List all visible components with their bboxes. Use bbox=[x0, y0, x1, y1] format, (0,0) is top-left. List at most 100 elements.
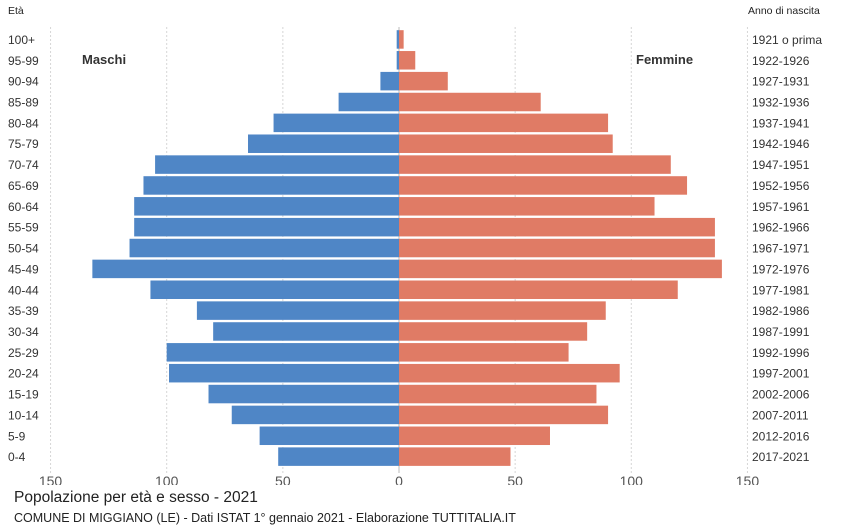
age-category-label: 30-34 bbox=[8, 325, 39, 339]
chart-subtitle: COMUNE DI MIGGIANO (LE) - Dati ISTAT 1° … bbox=[14, 511, 516, 525]
x-tick-label: 150 bbox=[39, 473, 63, 485]
age-category-label: 40-44 bbox=[8, 283, 39, 297]
bar-femmine bbox=[399, 301, 606, 320]
age-category-label: 85-89 bbox=[8, 96, 39, 110]
bar-femmine bbox=[399, 426, 550, 446]
age-category-label: 5-9 bbox=[8, 429, 26, 443]
birth-year-label: 1942-1946 bbox=[752, 137, 810, 151]
birth-year-label: 2012-2016 bbox=[752, 429, 810, 443]
age-category-label: 0-4 bbox=[8, 450, 26, 464]
birth-year-label: 1932-1936 bbox=[752, 96, 810, 110]
age-category-label: 70-74 bbox=[8, 158, 39, 172]
series-label-maschi: Maschi bbox=[82, 52, 126, 67]
bar-maschi bbox=[134, 197, 400, 216]
bar-femmine bbox=[399, 217, 715, 237]
age-category-label: 25-29 bbox=[8, 346, 39, 360]
age-category-label: 100+ bbox=[8, 33, 35, 47]
bar-maschi bbox=[380, 71, 399, 91]
bar-femmine bbox=[399, 322, 588, 341]
bar-maschi bbox=[143, 176, 399, 195]
bar-maschi bbox=[150, 280, 399, 299]
bar-femmine bbox=[399, 134, 613, 153]
bar-femmine bbox=[399, 176, 688, 195]
x-tick-label: 0 bbox=[395, 473, 403, 485]
age-category-label: 60-64 bbox=[8, 200, 39, 214]
x-tick-label: 150 bbox=[736, 473, 760, 485]
bar-femmine bbox=[399, 155, 671, 174]
bar-femmine bbox=[399, 197, 655, 216]
age-category-label: 35-39 bbox=[8, 304, 39, 318]
age-category-label: 10-14 bbox=[8, 408, 39, 422]
birth-year-label: 1992-1996 bbox=[752, 346, 810, 360]
birth-year-label: 1997-2001 bbox=[752, 367, 810, 381]
bar-femmine bbox=[399, 259, 722, 279]
birth-year-label: 1947-1951 bbox=[752, 158, 810, 172]
age-category-label: 20-24 bbox=[8, 367, 39, 381]
bar-maschi bbox=[169, 363, 399, 383]
age-category-label: 65-69 bbox=[8, 179, 39, 193]
birth-year-label: 1972-1976 bbox=[752, 262, 810, 276]
age-category-label: 90-94 bbox=[8, 75, 39, 89]
age-category-label: 55-59 bbox=[8, 221, 39, 235]
bar-femmine bbox=[399, 113, 609, 133]
bar-femmine bbox=[399, 280, 678, 299]
bar-femmine bbox=[399, 238, 715, 258]
bar-maschi bbox=[196, 301, 399, 320]
bar-maschi bbox=[208, 384, 399, 404]
bar-maschi bbox=[231, 405, 399, 425]
birth-year-label: 1927-1931 bbox=[752, 75, 810, 89]
birth-year-label: 1982-1986 bbox=[752, 304, 810, 318]
birth-year-label: 1922-1926 bbox=[752, 54, 810, 68]
birth-year-label: 1921 o prima bbox=[752, 33, 822, 47]
age-category-label: 50-54 bbox=[8, 242, 39, 256]
bar-maschi bbox=[338, 92, 399, 112]
bar-femmine bbox=[399, 92, 541, 112]
bar-maschi bbox=[166, 343, 399, 362]
birth-year-label: 1952-1956 bbox=[752, 179, 810, 193]
birth-year-label: 1962-1966 bbox=[752, 221, 810, 235]
bar-maschi bbox=[155, 155, 399, 174]
bar-femmine bbox=[399, 71, 448, 91]
bar-maschi bbox=[396, 51, 399, 70]
bar-maschi bbox=[92, 259, 399, 279]
bar-femmine bbox=[399, 405, 609, 425]
age-category-label: 45-49 bbox=[8, 262, 39, 276]
birth-year-label: 1977-1981 bbox=[752, 283, 810, 297]
age-category-label: 80-84 bbox=[8, 116, 39, 130]
x-tick-label: 50 bbox=[507, 473, 523, 485]
bar-femmine bbox=[399, 343, 569, 362]
birth-year-label: 2002-2006 bbox=[752, 388, 810, 402]
birth-year-label: 1937-1941 bbox=[752, 116, 810, 130]
birth-year-label: 1957-1961 bbox=[752, 200, 810, 214]
bar-femmine bbox=[399, 51, 416, 70]
bar-maschi bbox=[273, 113, 399, 133]
bar-maschi bbox=[248, 134, 399, 153]
x-tick-label: 100 bbox=[155, 473, 179, 485]
bar-maschi bbox=[129, 238, 400, 258]
bars bbox=[92, 30, 722, 466]
bar-femmine bbox=[399, 447, 511, 466]
age-category-label: 15-19 bbox=[8, 388, 39, 402]
bar-maschi bbox=[213, 322, 399, 341]
bar-maschi bbox=[259, 426, 399, 446]
bar-maschi bbox=[278, 447, 399, 466]
bar-femmine bbox=[399, 363, 620, 383]
bar-femmine bbox=[399, 384, 597, 404]
birth-year-label: 1987-1991 bbox=[752, 325, 810, 339]
bar-maschi bbox=[396, 30, 399, 49]
x-tick-label: 100 bbox=[620, 473, 644, 485]
series-label-femmine: Femmine bbox=[636, 52, 693, 67]
age-category-label: 75-79 bbox=[8, 137, 39, 151]
birth-year-axis-header: Anno di nascita bbox=[748, 5, 820, 17]
birth-year-label: 1967-1971 bbox=[752, 242, 810, 256]
x-tick-label: 50 bbox=[275, 473, 291, 485]
birth-year-label: 2017-2021 bbox=[752, 450, 810, 464]
birth-year-label: 2007-2011 bbox=[752, 408, 809, 422]
chart-title: Popolazione per età e sesso - 2021 bbox=[14, 489, 258, 506]
bar-femmine bbox=[399, 30, 404, 49]
bar-maschi bbox=[134, 217, 400, 237]
population-pyramid-chart: 150 100 50 0 50 100 150 100+ 1921 o prima 95-99 19… bbox=[8, 5, 822, 485]
labels: 150 100 50 0 50 100 150 100+ 1921 o prima 95-99 19… bbox=[8, 33, 822, 485]
age-axis-header: Età bbox=[8, 5, 24, 17]
age-category-label: 95-99 bbox=[8, 54, 39, 68]
